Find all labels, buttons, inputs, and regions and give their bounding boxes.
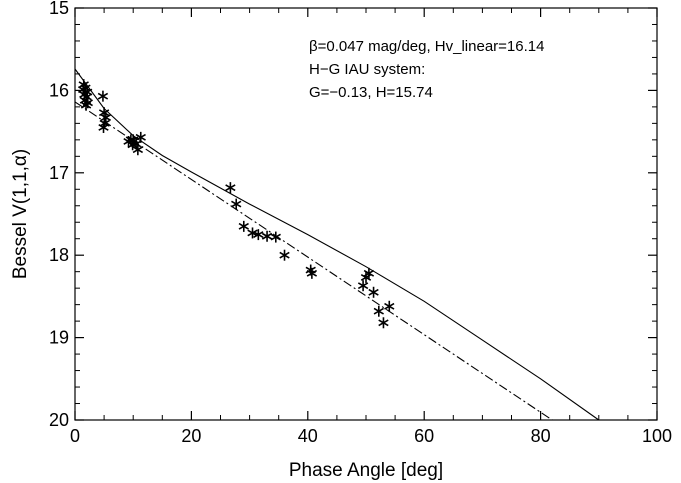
axis-ticks <box>74 7 658 421</box>
linear-fit-line <box>74 101 553 421</box>
data-point <box>132 144 144 156</box>
annotation-system: H−G IAU system: <box>309 61 425 78</box>
x-tick-label: 40 <box>298 426 318 446</box>
data-point <box>127 139 138 151</box>
data-point <box>368 286 379 298</box>
data-point <box>225 182 236 194</box>
x-tick-label: 20 <box>181 426 201 446</box>
data-point <box>77 84 89 96</box>
data-point <box>279 249 290 261</box>
data-point <box>270 231 281 243</box>
data-point <box>261 230 273 242</box>
y-tick-label: 20 <box>49 410 69 430</box>
y-tick-label: 18 <box>49 245 69 265</box>
data-point <box>306 267 318 279</box>
data-point <box>231 198 242 210</box>
data-points <box>77 79 395 329</box>
x-tick-label: 100 <box>642 426 672 446</box>
y-tick-label: 19 <box>49 328 69 348</box>
data-point <box>97 90 109 102</box>
data-point <box>100 112 112 124</box>
data-point <box>384 300 395 312</box>
x-tick-label: 0 <box>70 426 80 446</box>
data-point <box>253 229 264 241</box>
x-axis-title: Phase Angle [deg] <box>289 460 443 481</box>
annotation-params: G=−0.13, H=15.74 <box>309 84 433 101</box>
y-tick-label: 15 <box>49 0 69 18</box>
hg-fit-curve <box>74 68 600 421</box>
data-point <box>98 121 109 133</box>
data-point <box>80 99 92 111</box>
annotation-beta: β=0.047 mag/deg, Hv_linear=16.14 <box>309 38 544 55</box>
data-point <box>373 305 384 317</box>
y-tick-label: 17 <box>49 163 69 183</box>
data-point <box>238 220 249 232</box>
fit-curves <box>74 68 600 421</box>
x-tick-label: 80 <box>531 426 551 446</box>
data-point <box>247 227 258 239</box>
y-tick-label: 16 <box>49 80 69 100</box>
y-axis-title: Bessel V(1,1,α) <box>10 149 31 279</box>
data-point <box>357 280 369 292</box>
data-point <box>135 131 146 143</box>
data-point <box>378 317 389 329</box>
x-tick-label: 60 <box>414 426 434 446</box>
data-point <box>363 267 375 279</box>
